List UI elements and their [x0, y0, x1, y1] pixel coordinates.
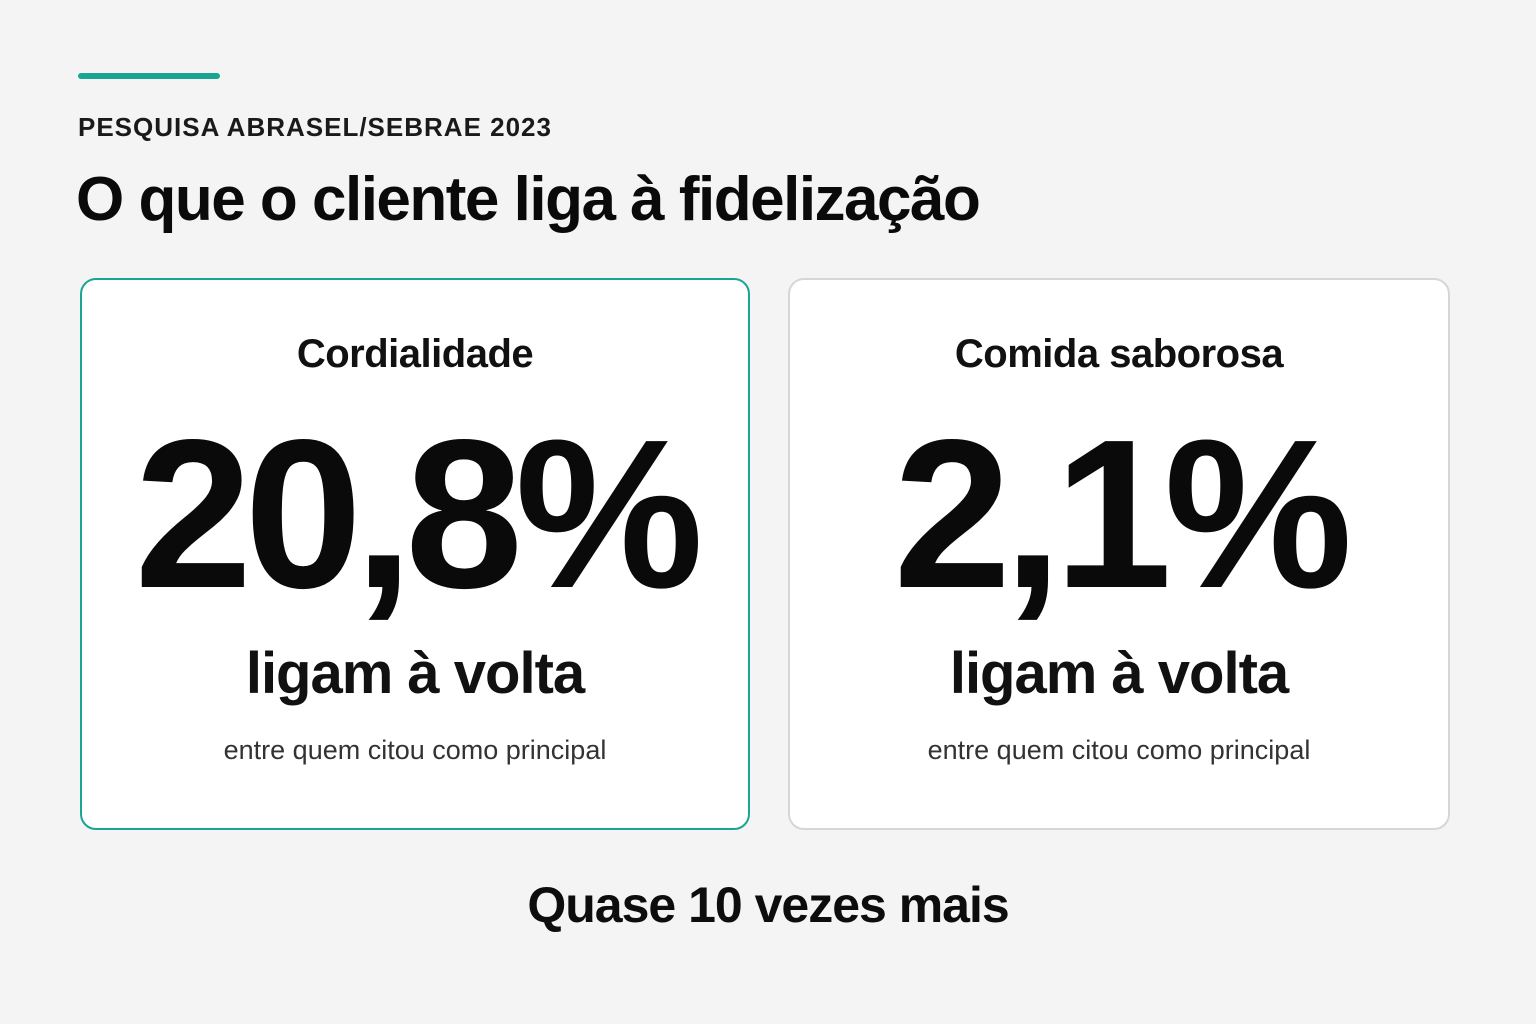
page-title: O que o cliente liga à fidelização — [76, 165, 981, 234]
stat-card-label: Cordialidade — [296, 332, 534, 376]
stat-card-value: 20,8% — [134, 395, 703, 632]
eyebrow-label: PESQUISA ABRASEL/SEBRAE 2023 — [78, 112, 552, 142]
stat-card-cordialidade: Cordialidade 20,8% ligam à volta entre q… — [80, 278, 750, 830]
stat-card-comida-saborosa: Comida saborosa 2,1% ligam à volta entre… — [788, 278, 1450, 830]
accent-bar — [78, 73, 220, 79]
stat-card-label: Comida saborosa — [954, 332, 1284, 376]
stat-card-subtitle: ligam à volta — [949, 641, 1289, 706]
stat-card-subtitle: ligam à volta — [245, 641, 585, 706]
stat-card-note: entre quem citou como principal — [223, 735, 607, 765]
stat-card-note: entre quem citou como principal — [927, 735, 1311, 765]
comparison-footer: Quase 10 vezes mais — [527, 877, 1009, 933]
stat-card-value: 2,1% — [893, 395, 1352, 632]
